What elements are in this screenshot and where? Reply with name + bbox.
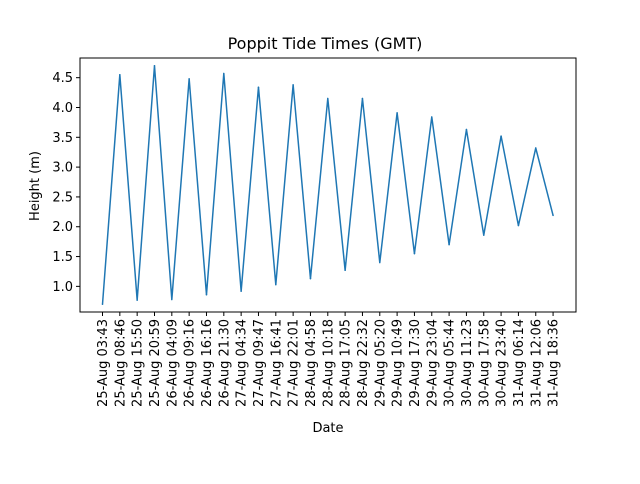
x-tick-label: 25-Aug 15:50: [131, 319, 146, 407]
data-point: [136, 299, 138, 301]
data-point: [465, 128, 468, 131]
y-tick-label: 3.0: [52, 161, 73, 176]
data-point: [448, 243, 450, 246]
y-tick-label: 4.5: [52, 71, 73, 86]
x-tick-label: 27-Aug 04:34: [235, 319, 250, 407]
x-tick-label: 27-Aug 22:01: [287, 319, 302, 407]
x-tick-label: 26-Aug 09:16: [183, 319, 198, 407]
x-tick-label: 28-Aug 17:05: [339, 319, 354, 407]
data-point: [379, 261, 381, 264]
y-tick-label: 3.5: [52, 131, 73, 146]
data-point: [361, 97, 364, 100]
y-tick-label: 4.0: [52, 101, 73, 116]
x-tick-label: 31-Aug 12:06: [529, 319, 544, 407]
data-point: [188, 78, 190, 80]
data-point: [240, 290, 242, 292]
x-tick-label: 25-Aug 20:59: [148, 319, 163, 407]
y-axis-label: Height (m): [28, 151, 43, 221]
data-point: [223, 72, 225, 75]
data-point: [327, 97, 329, 100]
x-tick-label: 28-Aug 04:58: [304, 319, 319, 407]
x-tick-label: 27-Aug 09:47: [252, 319, 267, 407]
data-point: [205, 293, 208, 296]
chart-title: Poppit Tide Times (GMT): [228, 34, 423, 53]
data-point: [119, 73, 121, 76]
data-point: [517, 224, 520, 227]
data-point: [483, 234, 485, 236]
data-point: [275, 283, 277, 286]
data-point: [292, 84, 294, 86]
data-point: [396, 112, 398, 114]
x-tick-label: 30-Aug 05:44: [443, 319, 458, 407]
data-point: [431, 116, 433, 118]
x-tick-label: 30-Aug 11:23: [460, 319, 475, 407]
data-point: [535, 147, 537, 149]
x-tick-label: 29-Aug 23:04: [425, 319, 440, 407]
y-tick-label: 2.5: [52, 190, 73, 205]
data-point: [344, 269, 346, 272]
x-tick-label: 28-Aug 22:32: [356, 319, 371, 407]
x-tick-label: 26-Aug 16:16: [200, 319, 215, 407]
plot-frame: [79, 57, 577, 313]
x-tick-label: 29-Aug 10:49: [391, 319, 406, 407]
x-tick-label: 26-Aug 21:30: [217, 319, 232, 407]
x-tick-label: 31-Aug 18:36: [547, 319, 562, 407]
y-tick-label: 2.0: [52, 220, 73, 235]
data-point: [153, 65, 156, 67]
plot-area: 1.01.52.02.53.03.54.04.525-Aug 03:43 25-A…: [52, 65, 562, 407]
data-point: [257, 86, 260, 88]
data-point: [552, 214, 554, 217]
x-tick-label: 27-Aug 16:41: [269, 319, 284, 407]
x-tick-label: 30-Aug 23:40: [495, 319, 510, 407]
x-axis-label: Date: [312, 421, 343, 436]
x-tick-label: 29-Aug 05:20: [373, 319, 388, 407]
x-tick-label: 30-Aug 17:58: [477, 319, 492, 407]
data-point: [171, 298, 173, 301]
data-point: [413, 252, 416, 255]
data-point: [500, 135, 502, 137]
x-tick-label: 28-Aug 10:18: [321, 319, 336, 407]
y-tick-label: 1.5: [52, 250, 73, 265]
y-tick-label: 1.0: [52, 280, 73, 295]
data-point: [309, 277, 312, 280]
x-tick-label: 26-Aug 04:09: [165, 319, 180, 407]
x-tick-label: 25-Aug 08:46: [113, 319, 128, 407]
x-tick-label: 25-Aug 03:43: [96, 319, 111, 407]
data-point: [101, 303, 104, 305]
x-tick-label: 31-Aug 06:14: [512, 319, 527, 407]
x-tick-label: 29-Aug 17:30: [408, 319, 423, 407]
